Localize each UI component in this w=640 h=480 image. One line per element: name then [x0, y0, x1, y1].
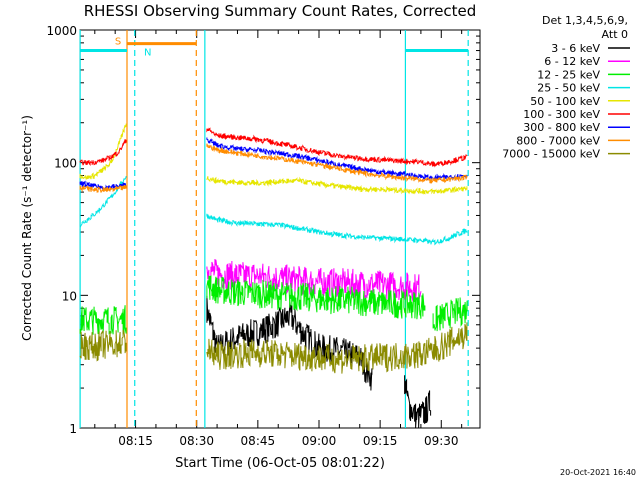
legend-entry-label: 6 - 12 keV: [544, 55, 600, 68]
x-tick-label: 09:30: [424, 434, 459, 448]
series-trace: [206, 127, 468, 168]
x-tick-label: 09:15: [363, 434, 398, 448]
flag-label: S: [115, 37, 121, 48]
series-100-300keV: [79, 127, 468, 168]
series-trace: [79, 123, 127, 180]
legend-entry-label: 25 - 50 keV: [537, 82, 600, 95]
series-trace: [206, 295, 373, 391]
legend-entry-label: 12 - 25 keV: [537, 68, 600, 81]
series-trace: [79, 185, 127, 193]
legend-entry-label: 300 - 800 keV: [523, 121, 600, 134]
legend-entry-label: 50 - 100 keV: [530, 95, 600, 108]
legend-header-line-2: Att 0: [602, 28, 628, 41]
y-tick-label: 1: [69, 422, 77, 436]
y-tick-label: 1000: [46, 24, 77, 38]
series-trace: [432, 297, 468, 332]
x-tick-label: 08:15: [118, 434, 153, 448]
series-trace: [206, 213, 468, 246]
series-trace: [404, 375, 432, 429]
legend-header-line-1: Det 1,3,4,5,6,9,: [542, 14, 628, 27]
series-trace: [206, 322, 468, 374]
legend-entry-label: 7000 - 15000 keV: [502, 148, 600, 161]
x-tick-label: 08:30: [179, 434, 214, 448]
series-3-6keV: [206, 295, 432, 429]
flag-label: N: [144, 47, 151, 58]
series-trace: [79, 139, 127, 166]
series-trace: [206, 275, 426, 320]
x-tick-label: 08:45: [241, 434, 276, 448]
legend-entry-label: 800 - 7000 keV: [516, 134, 600, 147]
legend-entry-label: 3 - 6 keV: [551, 42, 600, 55]
plot-area: 1 10 100 1000 08:15 08:30 08:45 09:00 09:15 09:30…: [46, 24, 481, 448]
series-trace: [79, 329, 127, 362]
x-tick-label: 09:00: [302, 434, 337, 448]
series-trace: [206, 176, 468, 195]
chart-title: RHESSI Observing Summary Count Rates, Co…: [84, 2, 477, 20]
x-axis-label: Start Time (06-Oct-05 08:01:22): [175, 456, 385, 471]
y-tick-label: 10: [62, 289, 77, 303]
footer-timestamp: 20-Oct-2021 16:40: [560, 468, 636, 477]
series-trace: [206, 143, 468, 184]
series-50-100keV: [79, 123, 468, 195]
y-axis-label: Corrected Count Rate (s⁻¹ detector⁻¹): [20, 115, 34, 341]
series-800-7000keV: [79, 143, 468, 193]
legend-entry-label: 100 - 300 keV: [523, 108, 600, 121]
y-tick-label: 100: [54, 157, 77, 171]
series-7000-15000keV: [79, 322, 468, 374]
